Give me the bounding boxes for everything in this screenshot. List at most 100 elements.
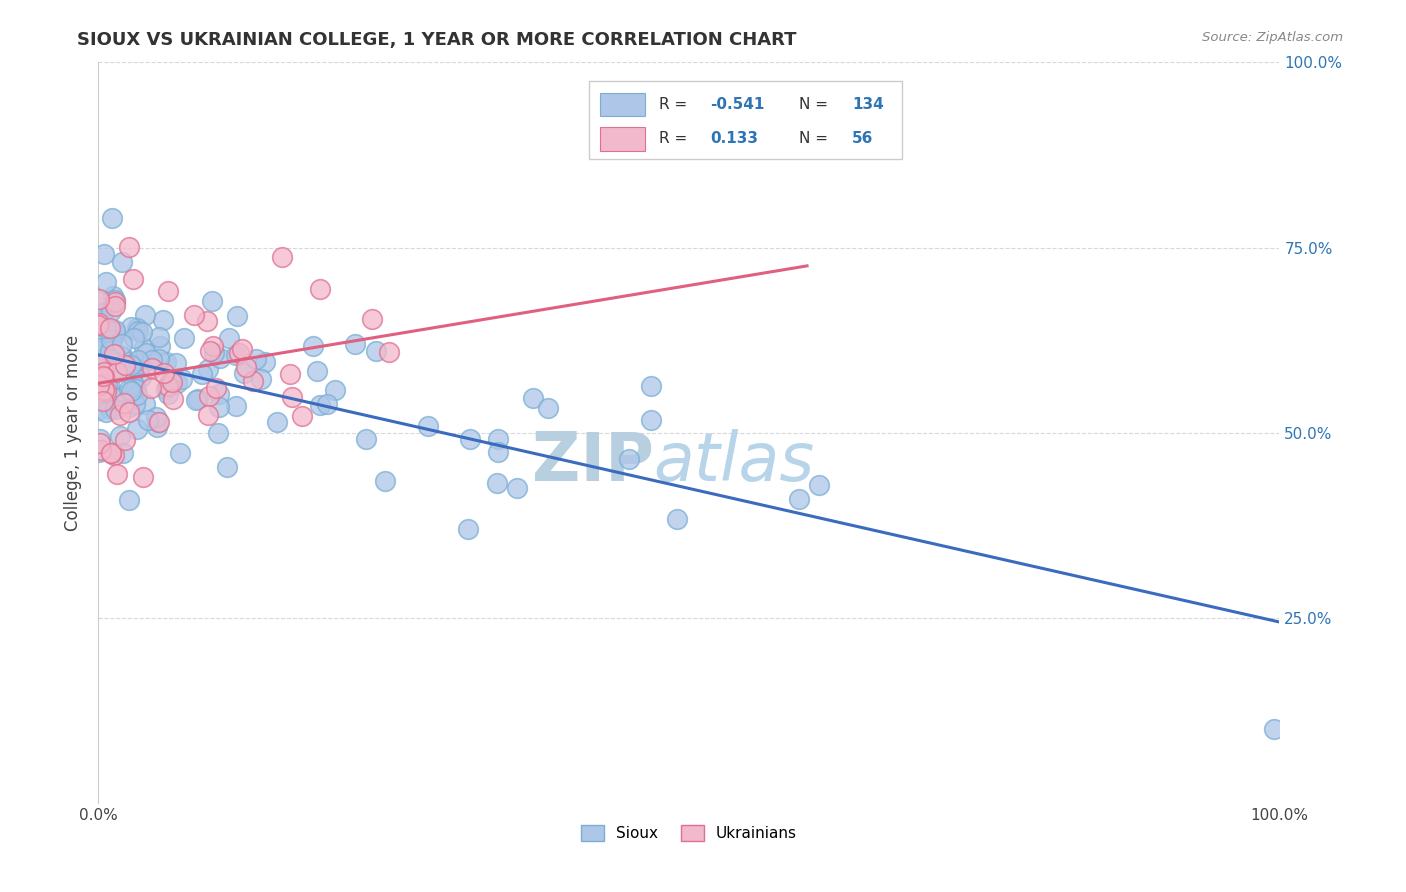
Text: R =: R =	[659, 131, 693, 146]
Point	[132, 470, 155, 484]
Point	[101, 331, 124, 345]
Point	[617, 451, 640, 466]
Point	[141, 361, 163, 376]
Point	[235, 360, 257, 375]
Point	[89, 436, 111, 450]
Point	[90, 347, 112, 361]
Point	[117, 492, 139, 507]
Point	[94, 384, 117, 398]
Point	[103, 347, 125, 361]
Point	[87, 384, 110, 399]
Point	[87, 316, 110, 330]
Point	[90, 313, 112, 327]
Point	[191, 367, 214, 381]
Point	[309, 398, 332, 412]
Text: R =: R =	[659, 97, 693, 112]
Point	[184, 392, 207, 407]
Point	[787, 492, 810, 507]
Point	[87, 445, 110, 459]
Point	[100, 211, 122, 226]
Point	[87, 343, 110, 358]
Point	[89, 360, 111, 375]
Point	[96, 378, 118, 392]
Point	[100, 446, 122, 460]
Point	[87, 363, 110, 377]
Point	[87, 378, 110, 392]
Point	[281, 390, 304, 404]
Point	[89, 359, 111, 373]
Point	[121, 368, 143, 383]
Point	[91, 368, 114, 383]
Point	[148, 330, 170, 344]
Point	[108, 408, 131, 422]
Point	[125, 388, 148, 402]
Point	[245, 351, 267, 366]
FancyBboxPatch shape	[600, 127, 645, 151]
Point	[89, 363, 111, 377]
Point	[356, 432, 378, 446]
Point	[323, 383, 346, 397]
Point	[169, 446, 191, 460]
Point	[149, 339, 172, 353]
Point	[153, 367, 176, 381]
Point	[148, 351, 170, 366]
Point	[807, 478, 830, 492]
Point	[100, 304, 122, 318]
Point	[87, 343, 110, 357]
Point	[458, 433, 481, 447]
Point	[217, 459, 239, 474]
Text: Source: ZipAtlas.com: Source: ZipAtlas.com	[1202, 31, 1343, 45]
Point	[104, 392, 127, 406]
Point	[225, 400, 247, 414]
Point	[156, 284, 179, 298]
Point	[122, 272, 145, 286]
Point	[93, 365, 115, 379]
Point	[361, 311, 384, 326]
Point	[96, 321, 118, 335]
Point	[125, 382, 148, 396]
Point	[124, 397, 146, 411]
Point	[104, 293, 127, 307]
Point	[344, 337, 367, 351]
Point	[377, 344, 399, 359]
Text: 0.133: 0.133	[710, 131, 758, 146]
Point	[155, 382, 177, 396]
Point	[127, 353, 149, 368]
Point	[124, 356, 146, 370]
Point	[208, 351, 231, 365]
Point	[87, 356, 110, 370]
Point	[183, 308, 205, 322]
Point	[93, 247, 115, 261]
Point	[242, 374, 264, 388]
Point	[165, 356, 187, 370]
Point	[129, 357, 152, 371]
Point	[197, 408, 219, 422]
Point	[195, 314, 218, 328]
Point	[124, 331, 146, 345]
Point	[416, 419, 439, 434]
Point	[146, 415, 169, 429]
Point	[118, 239, 141, 253]
Point	[228, 346, 250, 360]
Point	[104, 295, 127, 310]
Text: -0.541: -0.541	[710, 97, 765, 112]
Point	[105, 467, 128, 481]
Point	[89, 341, 111, 355]
Point	[100, 446, 122, 460]
Point	[134, 397, 156, 411]
Point	[201, 338, 224, 352]
Point	[131, 370, 153, 384]
Point	[114, 359, 136, 373]
Point	[218, 331, 240, 345]
Point	[166, 376, 188, 391]
Point	[208, 386, 231, 401]
Point	[315, 397, 337, 411]
Point	[122, 377, 145, 392]
Point	[110, 348, 132, 362]
Point	[141, 353, 163, 368]
Point	[114, 388, 136, 402]
Point	[105, 365, 128, 379]
Point	[374, 474, 396, 488]
Point	[170, 372, 193, 386]
Point	[271, 250, 294, 264]
